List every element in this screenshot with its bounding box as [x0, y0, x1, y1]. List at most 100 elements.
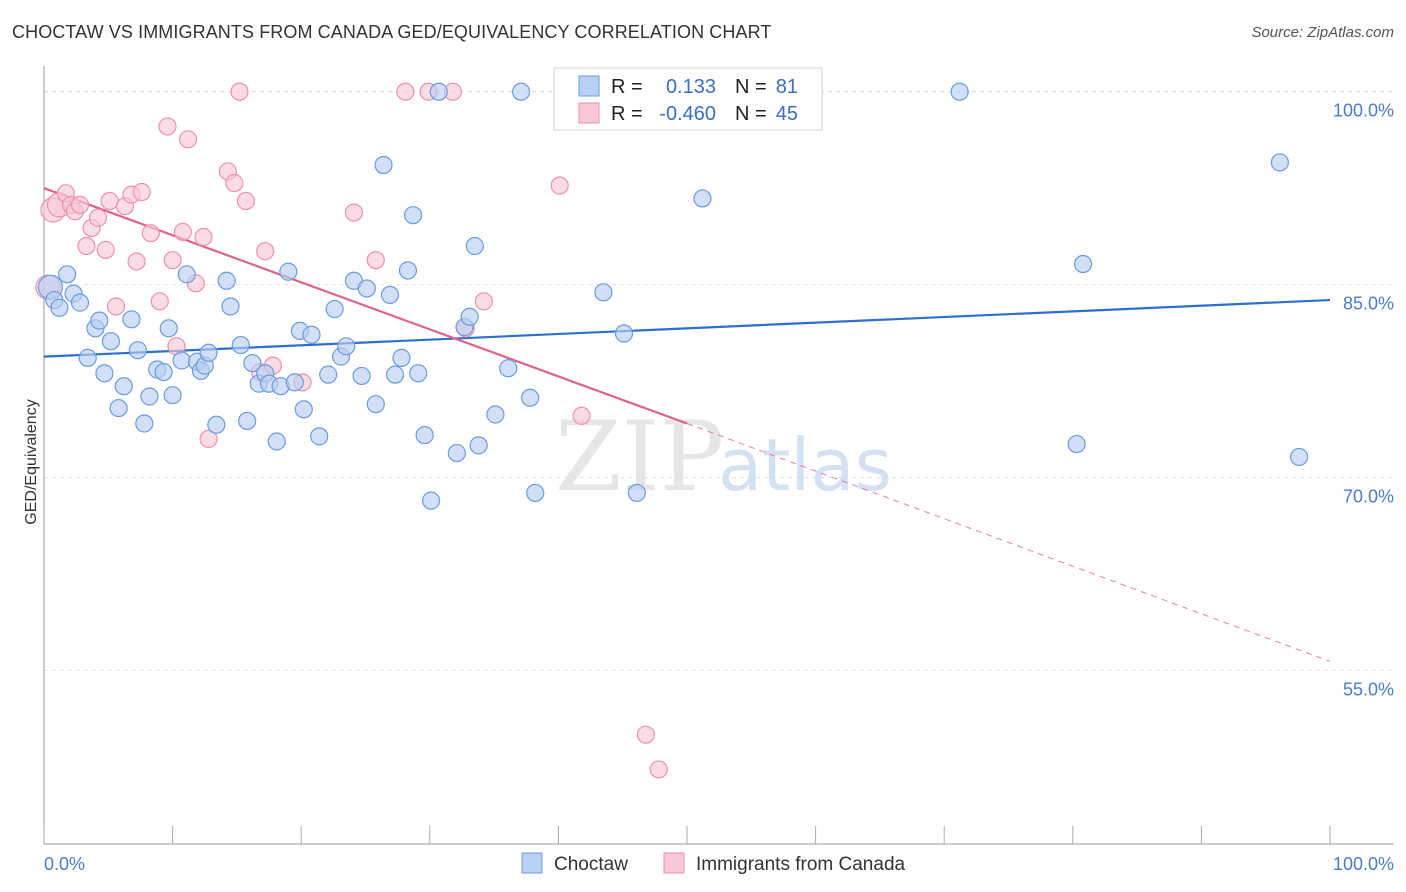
point-choctaw [594, 283, 613, 302]
x-tick-label: 100.0% [1333, 854, 1394, 874]
point-choctaw [114, 377, 133, 396]
point-immigrants [77, 236, 96, 256]
point-immigrants [163, 251, 182, 270]
point-choctaw [421, 491, 441, 510]
point-choctaw [447, 443, 466, 463]
point-choctaw [231, 335, 250, 355]
point-choctaw [398, 261, 418, 280]
point-choctaw [207, 415, 226, 434]
point-choctaw [101, 332, 120, 351]
point-choctaw [159, 319, 178, 338]
point-immigrants [199, 429, 218, 449]
bottom-legend: Choctaw Immigrants from Canada [521, 852, 906, 875]
watermark-atlas: atlas [718, 423, 892, 507]
point-immigrants [127, 252, 146, 271]
point-choctaw [415, 425, 434, 445]
point-immigrants [396, 82, 415, 101]
point-immigrants [230, 82, 249, 101]
point-immigrants [194, 227, 213, 247]
point-choctaw [469, 436, 488, 455]
point-immigrants [178, 130, 198, 149]
point-choctaw [409, 364, 428, 383]
point-choctaw [95, 364, 114, 383]
point-choctaw [78, 348, 97, 368]
point-immigrants [132, 182, 151, 202]
point-choctaw [693, 189, 712, 208]
chart-title: CHOCTAW VS IMMIGRANTS FROM CANADA GED/EQ… [12, 22, 772, 42]
bottom-legend-swatch-choctaw [521, 852, 543, 874]
point-choctaw [154, 362, 173, 382]
point-choctaw [70, 293, 90, 312]
axes [43, 66, 1394, 845]
point-immigrants [141, 224, 160, 243]
trend-line-immigrants-extension [686, 423, 1331, 662]
point-choctaw [380, 285, 400, 304]
point-choctaw [135, 414, 154, 433]
point-choctaw [403, 206, 423, 225]
point-choctaw [267, 432, 286, 451]
point-immigrants [649, 760, 668, 779]
grid-lines [44, 90, 1394, 671]
point-choctaw [90, 311, 109, 330]
point-immigrants [158, 117, 177, 136]
point-immigrants [474, 292, 493, 311]
point-choctaw [1073, 254, 1093, 274]
point-immigrants [256, 242, 275, 261]
x-tick-label: 0.0% [44, 854, 85, 874]
point-choctaw [1270, 153, 1289, 172]
y-tick-label: 85.0% [1343, 294, 1394, 314]
point-choctaw [310, 427, 329, 446]
legend-n-value-1: 81 [776, 76, 798, 98]
point-immigrants [225, 173, 244, 193]
y-tick-label: 70.0% [1343, 487, 1394, 507]
point-choctaw [614, 324, 634, 343]
point-choctaw [238, 411, 257, 431]
point-choctaw [1290, 447, 1309, 467]
point-choctaw [58, 265, 77, 284]
trend-line-choctaw [43, 298, 1331, 358]
point-immigrants [173, 222, 192, 241]
point-immigrants [96, 240, 115, 259]
legend-box: R = 0.133 N = 81 R = -0.460 N = 45 [553, 67, 823, 131]
point-choctaw [319, 365, 338, 384]
point-choctaw [285, 373, 304, 392]
legend-n-label-2: N = [735, 103, 767, 125]
point-choctaw [337, 337, 356, 356]
point-immigrants [106, 297, 126, 316]
chart-source: Source: ZipAtlas.com [1251, 24, 1394, 41]
point-choctaw [279, 262, 298, 281]
legend-r-label-2: R = [611, 103, 643, 125]
point-immigrants [636, 725, 655, 744]
bottom-legend-choctaw: Choctaw [554, 854, 628, 875]
point-choctaw [429, 82, 448, 101]
point-choctaw [512, 82, 531, 101]
point-choctaw [465, 236, 484, 256]
point-choctaw [122, 310, 141, 329]
legend-swatch-choctaw [578, 75, 600, 97]
legend-r-value-2: -0.460 [659, 103, 716, 125]
tick-labels: 55.0% 70.0% 85.0% 100.0% 0.0% 100.0% [44, 101, 1394, 874]
point-choctaw [627, 483, 646, 503]
point-immigrants [344, 203, 364, 222]
point-choctaw [109, 398, 128, 418]
point-immigrants [100, 191, 119, 211]
point-choctaw [128, 341, 147, 360]
point-choctaw [325, 299, 344, 319]
legend-r-value-1: 0.133 [666, 76, 716, 98]
legend-r-label-1: R = [611, 76, 643, 98]
point-choctaw [499, 359, 518, 378]
point-immigrants [236, 191, 256, 211]
point-choctaw [385, 365, 405, 384]
legend-n-value-2: 45 [776, 103, 798, 125]
point-choctaw [950, 82, 969, 101]
point-choctaw [526, 483, 545, 503]
point-choctaw [177, 265, 196, 284]
legend-n-label-1: N = [735, 76, 767, 98]
point-choctaw [140, 387, 159, 406]
point-choctaw [460, 307, 479, 326]
point-choctaw [486, 405, 505, 424]
point-immigrants [366, 251, 385, 270]
trend-line-immigrants [43, 187, 688, 425]
y-tick-label: 100.0% [1333, 101, 1394, 121]
